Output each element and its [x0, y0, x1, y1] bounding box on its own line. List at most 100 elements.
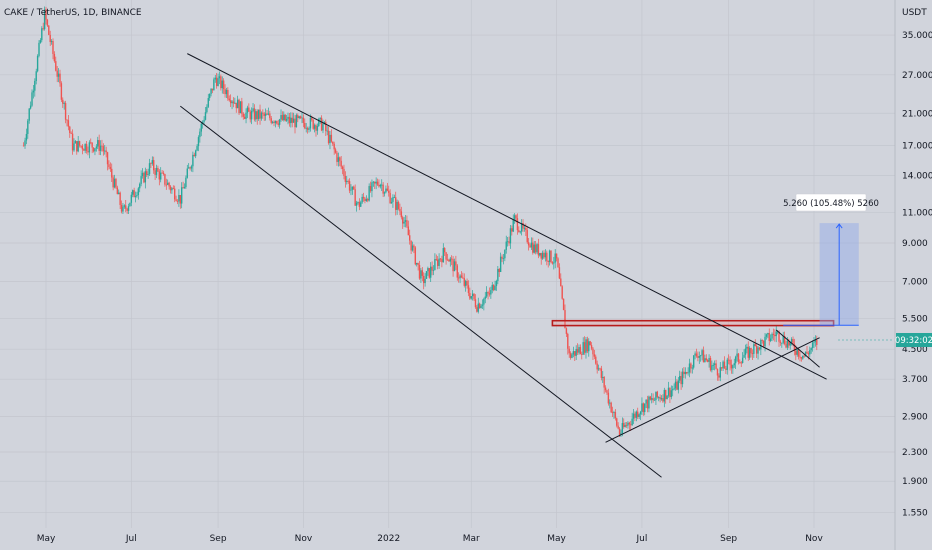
candle-body: [297, 115, 299, 119]
candle-body: [260, 112, 263, 119]
candle-body: [681, 371, 684, 385]
candle-body: [179, 195, 181, 204]
candle-body: [539, 252, 541, 256]
candle-body: [283, 114, 285, 120]
candle-body: [262, 112, 264, 114]
candle-body: [173, 188, 176, 200]
candle-body: [185, 177, 187, 188]
candle-body: [550, 250, 552, 263]
y-tick-label: 3.700: [902, 375, 928, 385]
candle-body: [302, 117, 305, 123]
candle-body: [99, 145, 102, 151]
candle-body: [685, 371, 688, 374]
candle-body: [783, 335, 786, 345]
candle-body: [57, 73, 60, 77]
candle-body: [221, 80, 223, 89]
resistance-zone[interactable]: [551, 319, 835, 327]
candle-body: [781, 342, 783, 344]
y-tick-label: 7.000: [902, 278, 928, 288]
candle-body: [322, 123, 324, 131]
candle-body: [326, 130, 328, 132]
candle-body: [497, 269, 499, 281]
candle-body: [403, 221, 405, 224]
candle-body: [101, 145, 103, 147]
candle-body: [182, 187, 184, 189]
x-tick-label: Nov: [805, 534, 823, 544]
candle-body: [376, 181, 379, 185]
candle-body: [800, 357, 803, 359]
candle-body: [390, 201, 393, 204]
candle-body: [807, 353, 810, 355]
candle-body: [793, 343, 796, 352]
price-axis[interactable]: USDT 35.000 27.000 21.000 17.000 14.000 11.00…: [902, 8, 932, 518]
candle-body: [774, 334, 776, 337]
candle-body: [684, 371, 687, 375]
y-tick-label: 17.000: [902, 142, 932, 152]
candle-body: [378, 184, 380, 187]
candle-body: [641, 403, 643, 412]
candle-body: [592, 348, 594, 355]
candle-body: [758, 347, 761, 350]
candle-body: [48, 25, 50, 35]
candle-body: [672, 389, 674, 391]
candle-body: [354, 189, 356, 206]
candle-body: [568, 348, 570, 354]
candle-body: [222, 80, 225, 90]
candle-body: [708, 357, 710, 362]
candle-body: [63, 103, 65, 104]
candle-body: [62, 99, 64, 104]
candle-body: [245, 112, 247, 119]
candle-body: [24, 140, 26, 146]
y-tick-label: 4.500: [902, 345, 928, 355]
candle-body: [813, 341, 815, 343]
upper-trendline[interactable]: [187, 53, 827, 380]
candle-body: [250, 110, 253, 120]
candle-body: [621, 423, 624, 433]
candle-body: [392, 197, 394, 202]
candle-body: [638, 414, 640, 417]
candle-body: [187, 167, 190, 169]
candle-body: [295, 115, 298, 128]
candle-body: [406, 220, 408, 227]
candle-body: [348, 181, 351, 191]
candle-body: [438, 258, 440, 266]
candle-body: [543, 252, 545, 258]
candle-body: [432, 269, 435, 271]
candle-body: [663, 389, 666, 402]
candle-body: [106, 152, 109, 165]
candle-body: [271, 121, 274, 123]
candle-body: [313, 125, 316, 129]
candle-body: [473, 293, 475, 300]
candle-body: [554, 253, 556, 263]
candle-body: [393, 197, 396, 199]
candle-body: [126, 208, 128, 211]
candle-body: [609, 402, 611, 404]
candle-body: [220, 76, 222, 89]
candle-body: [73, 143, 75, 151]
candle-body: [43, 9, 46, 30]
candle-body: [143, 172, 145, 183]
candle-body: [785, 344, 787, 348]
candle-body: [764, 336, 766, 347]
rising-support-line[interactable]: [605, 337, 820, 443]
lower-trendline[interactable]: [179, 105, 662, 478]
candle-body: [330, 134, 333, 142]
candle-body: [175, 199, 177, 201]
candle-body: [655, 391, 657, 400]
candle-body: [725, 368, 727, 370]
triangle-top-line[interactable]: [775, 329, 820, 368]
candle-body: [670, 390, 673, 398]
time-axis[interactable]: May Jul Sep Nov 2022 Mar May Jul Sep Nov: [37, 534, 824, 544]
candle-body: [736, 353, 738, 357]
candle-body: [78, 141, 81, 146]
candle-body: [123, 205, 126, 207]
candle-body: [469, 293, 471, 299]
candle-body: [680, 376, 682, 385]
x-tick-label: May: [547, 534, 566, 544]
candle-body: [719, 367, 721, 378]
candle-body: [739, 362, 741, 363]
candle-body: [196, 146, 198, 151]
candle-body: [371, 182, 373, 192]
